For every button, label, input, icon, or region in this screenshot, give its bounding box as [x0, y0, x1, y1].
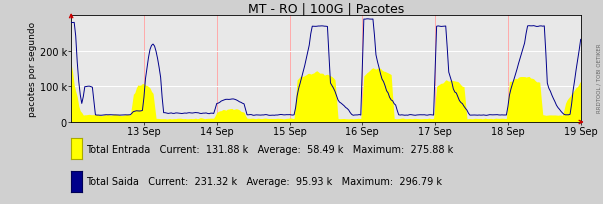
- Text: Total Entrada   Current:  131.88 k   Average:  58.49 k   Maximum:  275.88 k: Total Entrada Current: 131.88 k Average:…: [86, 144, 453, 154]
- Y-axis label: pacotes por segundo: pacotes por segundo: [28, 22, 37, 117]
- Text: RRDTOOL / TOBI OETIKER: RRDTOOL / TOBI OETIKER: [597, 43, 602, 112]
- Title: MT - RO | 100G | Pacotes: MT - RO | 100G | Pacotes: [248, 2, 404, 15]
- Text: Total Saida   Current:  231.32 k   Average:  95.93 k   Maximum:  296.79 k: Total Saida Current: 231.32 k Average: 9…: [86, 177, 441, 186]
